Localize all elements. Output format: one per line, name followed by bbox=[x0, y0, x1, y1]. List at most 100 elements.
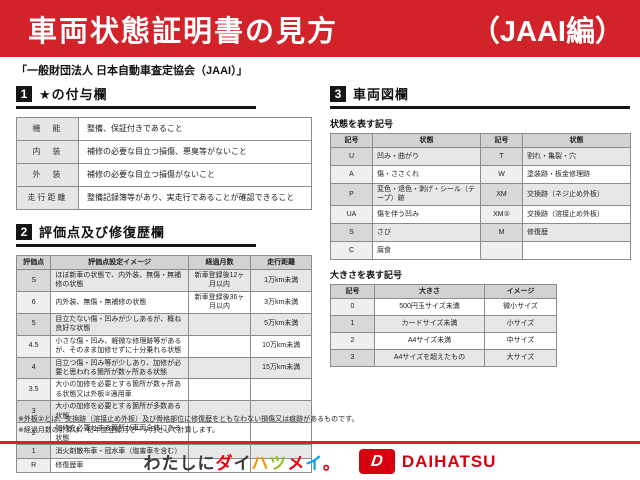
evaluation-description-cell: 修復歴車 bbox=[50, 458, 189, 473]
evaluation-description-cell: 目立つ傷・凹み等が少しあり、加修が必要と思われる箇所が数ヶ所ある状態 bbox=[50, 356, 189, 380]
evaluation-row: 6 内外装、無傷・無補修の状態 新車登録後36ヶ月以内 3万km未満 bbox=[15, 290, 312, 314]
evaluation-row: 5 目立たない傷・凹みが少しあるが、概ね良好な状態 5万km未満 bbox=[15, 312, 312, 336]
evaluation-score-cell: 6 bbox=[15, 290, 52, 314]
condition-header-symbol-left: 記号 bbox=[330, 133, 373, 148]
size-size-cell: A4サイズを超えたもの bbox=[374, 348, 485, 367]
evaluation-mileage-cell bbox=[250, 400, 312, 424]
evaluation-months-cell: 新車登録後36ヶ月以内 bbox=[187, 290, 252, 314]
evaluation-mileage-cell: 5万km未満 bbox=[250, 312, 312, 336]
evaluation-months-cell bbox=[187, 312, 252, 336]
condition-symbol-cell: XM② bbox=[480, 204, 523, 224]
star-criteria-row: 走行距離 整備記録簿等があり、実走行であることが確認できること bbox=[16, 186, 312, 210]
section3-title: 車両図欄 bbox=[353, 87, 410, 102]
section2-heading: 2 評価点及び修復歴欄 bbox=[16, 222, 256, 247]
evaluation-row: 2 加修を必要とする箇所が車両全体にある状態 bbox=[15, 422, 312, 445]
condition-row: C 腐食 bbox=[330, 240, 631, 260]
section1-heading: 1 ★の付与欄 bbox=[16, 84, 256, 109]
evaluation-mileage-cell bbox=[250, 378, 312, 402]
criteria-label: 内 装 bbox=[16, 140, 79, 164]
evaluation-score-cell: R bbox=[15, 458, 52, 473]
footnote-line: ※経過月数の計算は、初年度登録月を一ヶ月として計算します。 bbox=[18, 427, 219, 435]
size-header-row: 記号 大きさ イメージ bbox=[330, 283, 557, 299]
condition-state-cell: さび bbox=[372, 222, 481, 242]
condition-state-cell bbox=[522, 240, 631, 260]
evaluation-months-cell bbox=[187, 334, 252, 358]
right-column: 3 車両図欄 状態を表す記号 記号 状態 記号 状態 U 凹み・曲がり T 割れ… bbox=[330, 84, 631, 367]
evaluation-months-cell: 新車登録後12ヶ月以内 bbox=[187, 269, 252, 292]
footnotes: ※外板②とは、交換跡（溶接止め外板）及び骨格部位に修復歴をともなわない損傷又は痕… bbox=[18, 414, 358, 436]
size-symbol-cell: 3 bbox=[330, 348, 375, 367]
evaluation-row: 3 大小の加修を必要とする箇所が多数ある状態 bbox=[15, 400, 312, 424]
section3-heading: 3 車両図欄 bbox=[330, 84, 630, 109]
star-criteria-row: 内 装 補修の必要な目立つ損傷、悪臭等がないこと bbox=[16, 140, 312, 164]
footnote-line: ※外板②とは、交換跡（溶接止め外板）及び骨格部位に修復歴をともなわない損傷又は痕… bbox=[18, 416, 359, 423]
condition-symbols-label: 状態を表す記号 bbox=[330, 119, 394, 129]
criteria-label: 機 能 bbox=[16, 117, 79, 141]
condition-symbol-cell: M bbox=[480, 222, 523, 242]
condition-symbol-cell: A bbox=[330, 165, 373, 184]
evaluation-row: 4.5 小さな傷・凹み、軽微な修理跡等があるが、そのまま加修せずに十分乗れる状態… bbox=[15, 334, 312, 358]
condition-state-cell: 傷を伴う凹み bbox=[372, 204, 481, 224]
condition-header-state-left: 状態 bbox=[372, 133, 481, 148]
size-header-size: 大きさ bbox=[374, 283, 485, 299]
evaluation-score-cell: S bbox=[15, 269, 52, 292]
section2-title: 評価点及び修復歴欄 bbox=[39, 225, 166, 240]
condition-state-cell: 傷・ささくれ bbox=[372, 165, 481, 184]
condition-state-cell: 交換跡（溶接止め外板） bbox=[522, 204, 631, 224]
condition-state-cell: 交換跡（ネジ止め外板） bbox=[522, 183, 631, 206]
size-row: 0 500円玉サイズ未満 微小サイズ bbox=[330, 297, 557, 316]
evaluation-description-cell: 大小の加修を必要とする箇所が多数ある状態 bbox=[50, 400, 189, 424]
page-header: 車両状態証明書の見方 （JAAI編） bbox=[0, 0, 640, 57]
size-image-cell: 小サイズ bbox=[484, 314, 557, 333]
condition-symbol-cell: XM bbox=[480, 183, 523, 206]
condition-header-state-right: 状態 bbox=[522, 133, 631, 148]
condition-symbol-cell: T bbox=[480, 147, 523, 166]
condition-state-cell: 凹み・曲がり bbox=[372, 147, 481, 166]
footer: わたしにダイハツメイ。 D DAIHATSU bbox=[0, 449, 640, 474]
condition-symbol-cell: C bbox=[330, 240, 373, 260]
evaluation-header-image: 評価点設定イメージ bbox=[50, 255, 189, 270]
daihatsu-brand: D DAIHATSU bbox=[358, 449, 497, 474]
evaluation-header-row: 評価点 評価点設定イメージ 経過月数 走行距離 bbox=[15, 255, 312, 270]
condition-symbol-cell: W bbox=[480, 165, 523, 184]
evaluation-score-cell: 4 bbox=[15, 356, 52, 380]
evaluation-mileage-cell: 10万km未満 bbox=[250, 334, 312, 358]
evaluation-score-cell: 4.5 bbox=[15, 334, 52, 358]
size-size-cell: 500円玉サイズ未満 bbox=[374, 297, 485, 316]
condition-row: P 変色・退色・剥げ・シール（テープ）跡 XM 交換跡（ネジ止め外板） bbox=[330, 183, 631, 206]
condition-symbol-cell: P bbox=[330, 183, 373, 206]
size-symbol-cell: 2 bbox=[330, 331, 375, 350]
criteria-label: 走行距離 bbox=[16, 186, 79, 210]
size-row: 3 A4サイズを超えたもの 大サイズ bbox=[330, 348, 557, 367]
evaluation-description-cell: ほぼ新車の状態で、内外装、無傷・無補修の状態 bbox=[50, 269, 189, 292]
criteria-description: 補修の必要な目立つ損傷、悪臭等がないこと bbox=[78, 140, 312, 164]
size-size-cell: A4サイズ未満 bbox=[374, 331, 485, 350]
condition-header-row: 記号 状態 記号 状態 bbox=[330, 133, 631, 148]
size-header-symbol: 記号 bbox=[330, 283, 375, 299]
condition-state-cell: 変色・退色・剥げ・シール（テープ）跡 bbox=[372, 183, 481, 206]
evaluation-months-cell bbox=[187, 400, 252, 424]
condition-row: U 凹み・曲がり T 割れ・亀裂・穴 bbox=[330, 147, 631, 166]
evaluation-description-cell: 小さな傷・凹み、軽微な修理跡等があるが、そのまま加修せずに十分乗れる状態 bbox=[50, 334, 189, 358]
evaluation-score-cell: 2 bbox=[15, 422, 52, 445]
evaluation-row: S ほぼ新車の状態で、内外装、無傷・無補修の状態 新車登録後12ヶ月以内 1万k… bbox=[15, 269, 312, 292]
evaluation-mileage-cell bbox=[250, 444, 312, 459]
star-criteria-row: 外 装 補修の必要な目立つ損傷がないこと bbox=[16, 163, 312, 187]
evaluation-description-cell: 大小の加修を必要とする箇所が数ヶ所ある状態又は外板②適用車 bbox=[50, 378, 189, 402]
section2-number-badge: 2 bbox=[16, 223, 32, 240]
condition-row: A 傷・ささくれ W 塗装跡・板金修理跡 bbox=[330, 165, 631, 184]
criteria-label: 外 装 bbox=[16, 163, 79, 187]
evaluation-score-cell: 3.5 bbox=[15, 378, 52, 402]
evaluation-row: 3.5 大小の加修を必要とする箇所が数ヶ所ある状態又は外板②適用車 bbox=[15, 378, 312, 402]
condition-state-cell: 割れ・亀裂・穴 bbox=[522, 147, 631, 166]
size-image-cell: 中サイズ bbox=[484, 331, 557, 350]
criteria-description: 補修の必要な目立つ損傷がないこと bbox=[78, 163, 312, 187]
condition-state-cell: 塗装跡・板金修理跡 bbox=[522, 165, 631, 184]
evaluation-description-cell: 消火剤散布車・冠水車（塩害車を含む） bbox=[50, 444, 189, 459]
evaluation-row: 4 目立つ傷・凹み等が少しあり、加修が必要と思われる箇所が数ヶ所ある状態 15万… bbox=[15, 356, 312, 380]
section1-number-badge: 1 bbox=[16, 85, 32, 102]
daihatsu-logo-icon: D bbox=[358, 449, 395, 474]
size-row: 2 A4サイズ未満 中サイズ bbox=[330, 331, 557, 350]
condition-state-cell: 腐食 bbox=[372, 240, 481, 260]
evaluation-score-cell: 3 bbox=[15, 400, 52, 424]
